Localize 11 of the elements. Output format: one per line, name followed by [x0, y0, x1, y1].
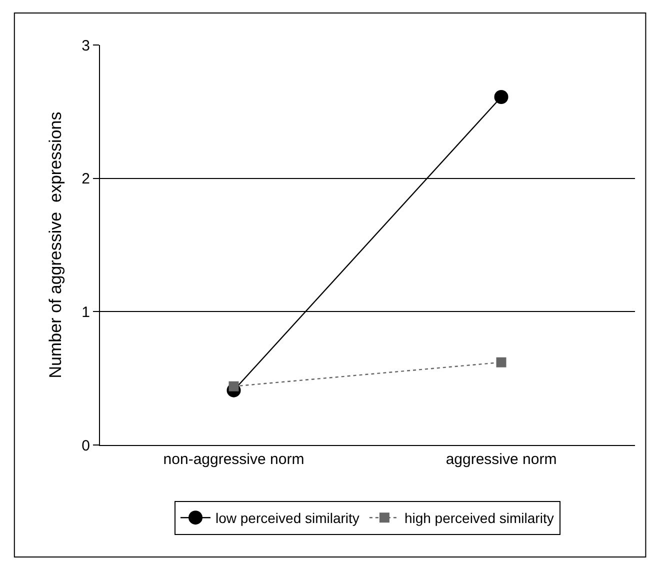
point — [496, 357, 506, 368]
point — [494, 90, 508, 104]
legend-label: high perceived similarity — [404, 510, 554, 526]
y-tick-label: 1 — [82, 304, 90, 321]
x-tick-label: non-aggressive norm — [163, 451, 304, 468]
legend-label: low perceived similarity — [216, 510, 360, 526]
y-tick-label: 3 — [82, 37, 90, 54]
x-tick-label: aggressive norm — [446, 451, 557, 468]
y-tick-label: 2 — [82, 170, 90, 188]
y-axis-title: Number of aggressive expressions — [46, 112, 66, 378]
y-tick-label: 0 — [82, 437, 90, 454]
